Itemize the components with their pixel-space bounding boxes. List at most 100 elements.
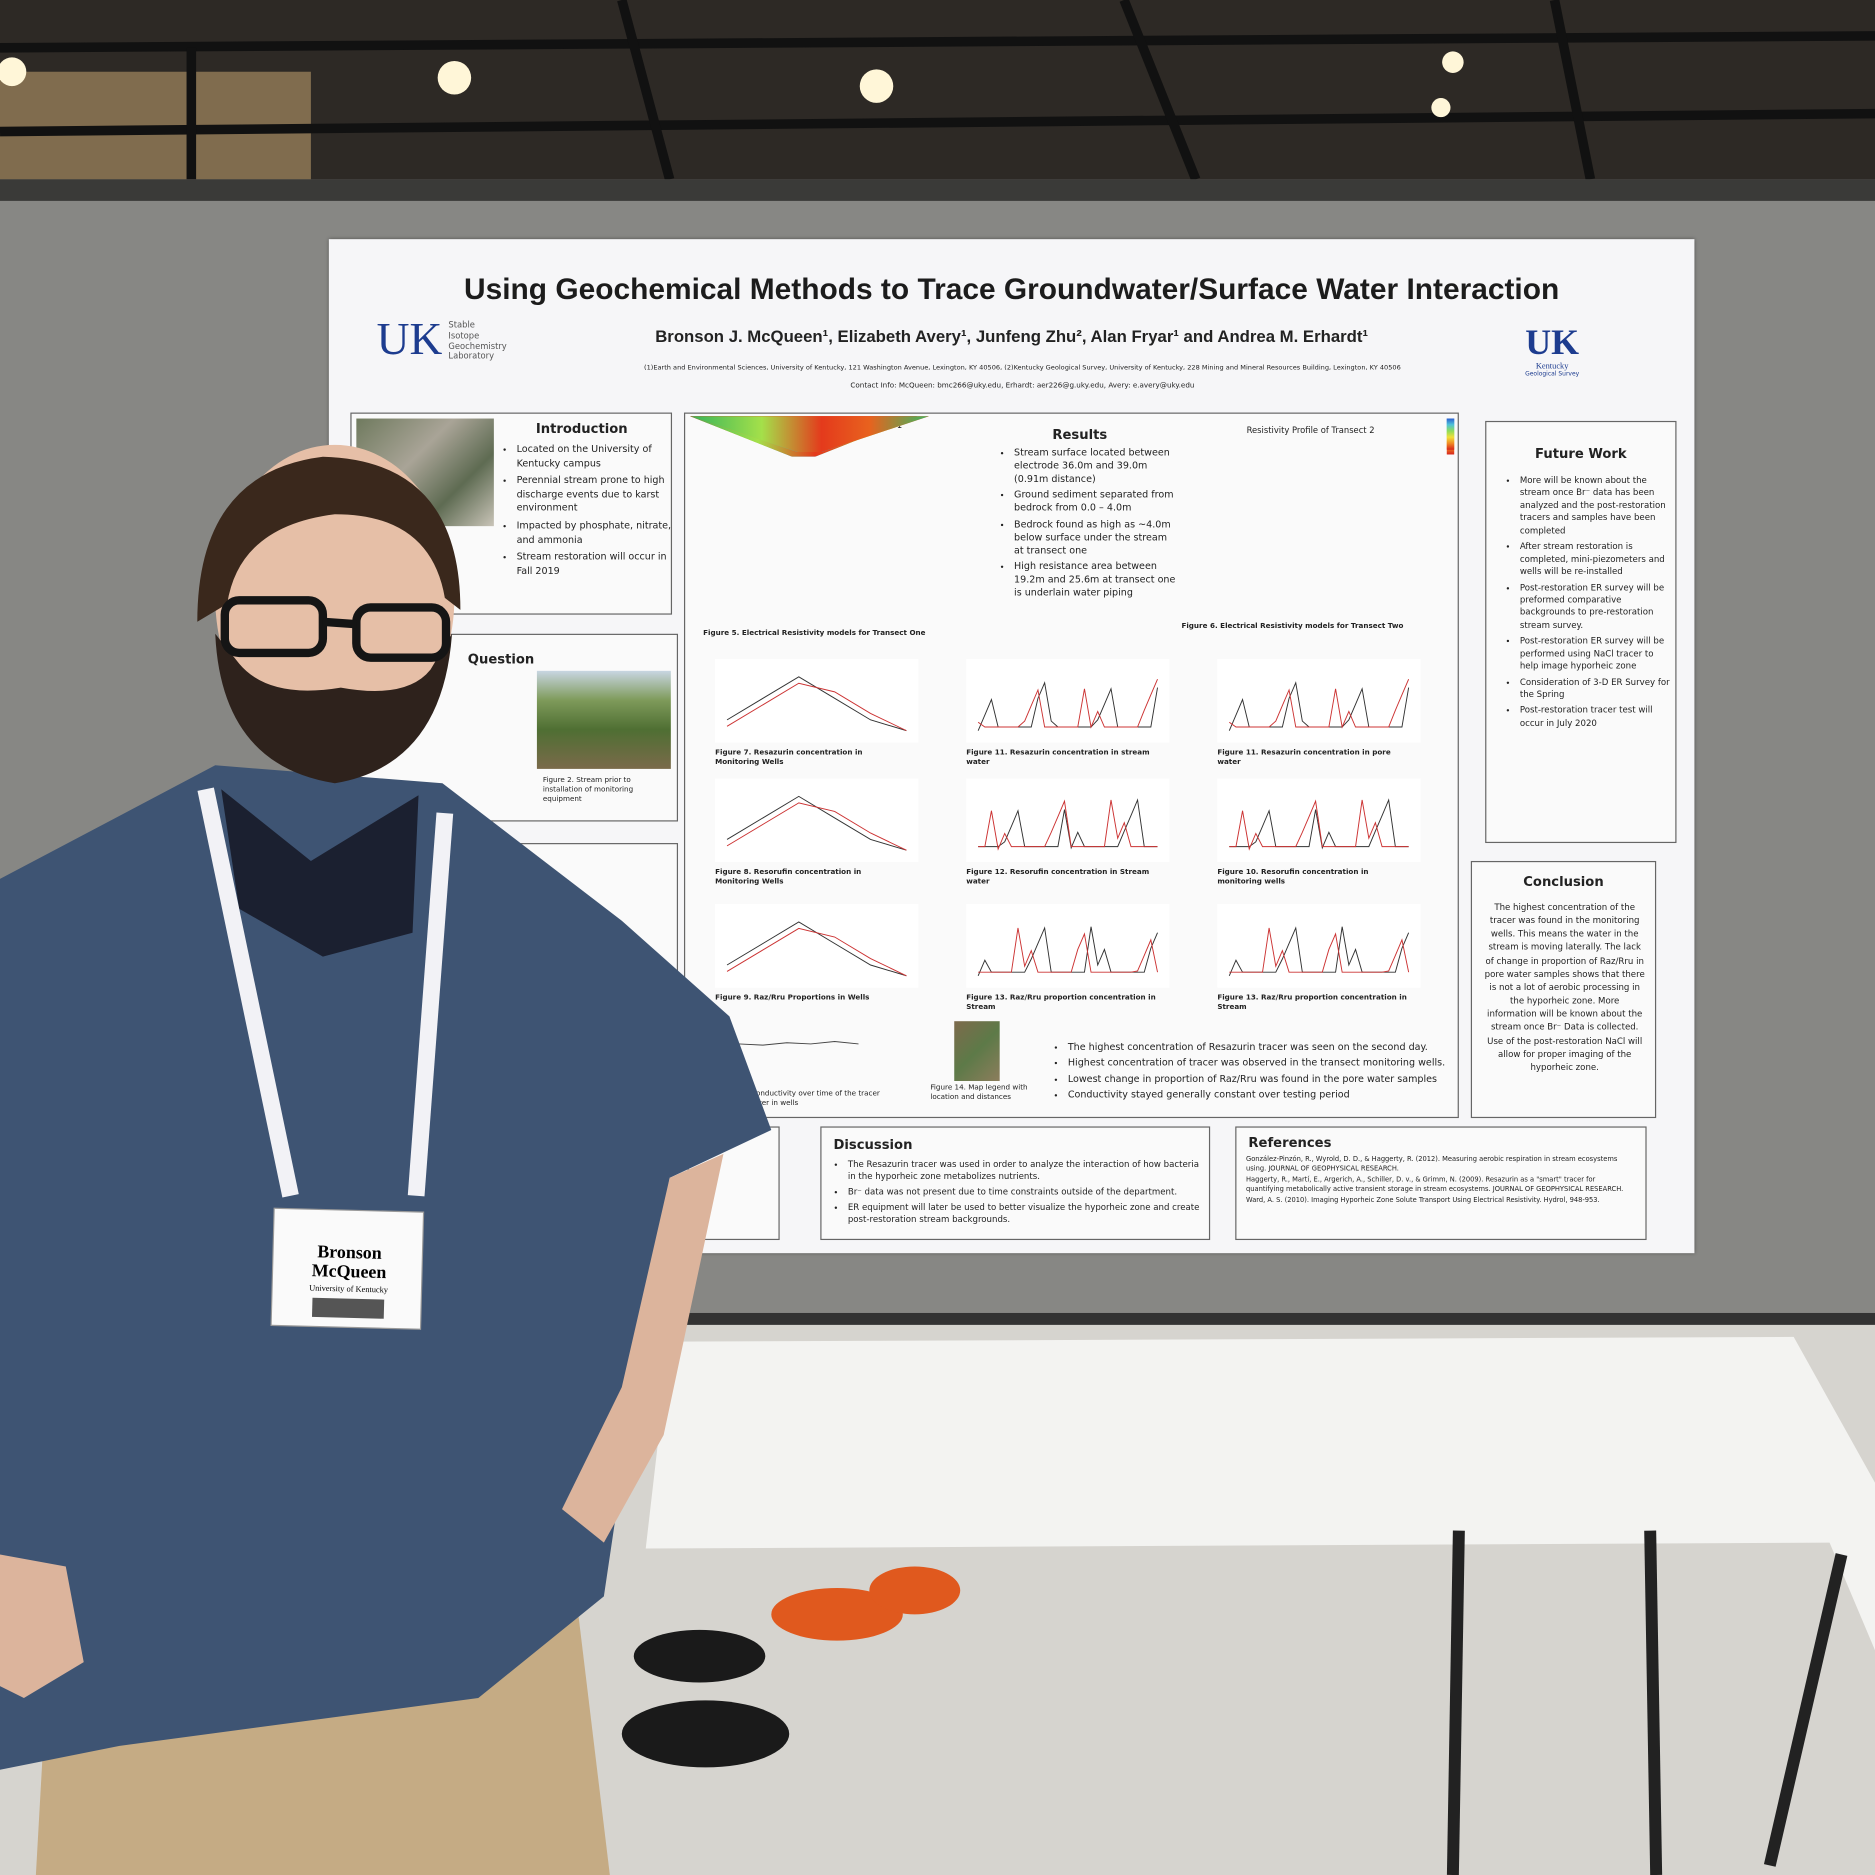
badge-last: McQueen xyxy=(311,1260,386,1282)
discussion-bullets: The Resazurin tracer was used in order t… xyxy=(836,1159,1201,1230)
logo-right: UK Kentucky Geological Survey xyxy=(1522,325,1582,378)
poster: Using Geochemical Methods to Trace Groun… xyxy=(328,239,1695,1254)
conductivity-caption: Conductivity over time of the tracer div… xyxy=(750,1089,880,1108)
line-chart xyxy=(1217,778,1421,863)
line-chart xyxy=(966,658,1170,743)
map-image xyxy=(954,1021,1000,1081)
lab-word: Laboratory xyxy=(448,351,495,362)
chart-line xyxy=(978,798,1158,850)
figure-caption: Figure 11. Resazurin concentration in st… xyxy=(966,748,1150,767)
line-chart xyxy=(1217,658,1421,743)
discussion-heading: Discussion xyxy=(833,1137,913,1153)
figure-caption: Figure 13. Raz/Rru proportion concentrat… xyxy=(1217,993,1407,1012)
chart-line xyxy=(726,802,907,851)
discussion-box: Discussion The Resazurin tracer was used… xyxy=(820,1126,1211,1241)
figure-caption: Figure 10. Resorufin concentration in mo… xyxy=(1217,868,1369,886)
chart-line xyxy=(977,679,1158,729)
chart-line xyxy=(726,682,907,732)
conclusion-box: Conclusion The highest concentration of … xyxy=(1470,860,1657,1119)
forearm xyxy=(562,1153,724,1543)
bullet: Highest concentration of tracer was obse… xyxy=(1068,1058,1463,1070)
chart-line xyxy=(978,799,1158,851)
figure-caption: Figure 7. Resazurin concentration in Mon… xyxy=(715,748,863,767)
hair xyxy=(197,456,461,622)
profile-caption: Figure 5. Electrical Resistivity models … xyxy=(703,628,926,638)
profile-title: Resistivity Profile of Transect 2 xyxy=(1246,425,1375,436)
bullet: Consideration of 3-D ER Survey for the S… xyxy=(1520,676,1673,701)
bullet: Post-restoration ER survey will be prefo… xyxy=(1520,582,1673,632)
chart-line xyxy=(1229,799,1409,851)
figure-caption: Figure 9. Raz/Rru Proportions in Wells xyxy=(715,993,870,1003)
bullet: The highest concentration of Resazurin t… xyxy=(1068,1042,1463,1054)
bullet: Stream restoration will occur in Fall 20… xyxy=(517,550,675,578)
bullet: ER equipment will later be used to bette… xyxy=(848,1202,1201,1226)
line-chart xyxy=(966,778,1170,863)
trusses xyxy=(0,0,1875,182)
chart-line xyxy=(726,927,907,977)
table-cloth xyxy=(645,1336,1875,1651)
bullet: Conductivity stayed generally constant o… xyxy=(1068,1090,1463,1102)
future-work-box: Future Work More will be known about the… xyxy=(1485,420,1677,844)
bullet: More will be known about the stream once… xyxy=(1520,475,1673,537)
bullet: Post-restoration ER survey will be perfo… xyxy=(1520,635,1673,672)
badge-barcode xyxy=(311,1297,385,1319)
bullet: Perennial stream prone to high discharge… xyxy=(517,474,675,516)
bullet: Post-restoration tracer test will occur … xyxy=(1520,705,1673,730)
lab-word: Stable xyxy=(448,320,475,331)
figure-caption: Figure 12. Resorufin concentration in St… xyxy=(966,868,1150,886)
results-heading: Results xyxy=(1052,426,1108,443)
future-work-heading: Future Work xyxy=(1535,446,1627,462)
figure-caption: Figure 8. Resorufin concentration in Mon… xyxy=(715,868,862,886)
lab-word: Geochemistry xyxy=(448,341,507,351)
reference: Ward, A. S. (2010). Imaging Hyporheic Zo… xyxy=(1246,1197,1600,1205)
wall-frame xyxy=(0,179,1875,201)
lanyard xyxy=(197,787,454,1198)
question-caption: Figure 2. Stream prior to installation o… xyxy=(542,776,634,804)
conclusion-text: The highest concentration of the tracer … xyxy=(1484,901,1645,1073)
results-bullets: Stream surface located between electrode… xyxy=(1002,447,1175,603)
lab-word: Isotope xyxy=(448,330,480,341)
line-chart xyxy=(715,658,919,743)
logo-right-mark: UK xyxy=(1525,322,1580,363)
reference: Haggerty, R., Martí, E., Argerich, A., S… xyxy=(1246,1176,1624,1193)
table-legs xyxy=(1446,1530,1848,1875)
color-scale xyxy=(1446,418,1455,450)
figure-caption: Figure 11. Resazurin concentration in po… xyxy=(1217,748,1391,767)
shoes xyxy=(621,1566,961,1768)
chart-line xyxy=(1229,927,1410,973)
undershirt xyxy=(221,789,419,957)
badge-first: Bronson xyxy=(317,1241,382,1263)
results-box: Resistivity Profile of Transect 1 Resist… xyxy=(683,412,1459,1119)
future-work-bullets: More will be known about the stream once… xyxy=(1508,475,1673,734)
lights xyxy=(0,51,1464,118)
bullet: The Resazurin tracer was used in order t… xyxy=(848,1159,1201,1183)
line-chart xyxy=(966,904,1170,988)
line-chart xyxy=(1217,904,1421,988)
bullet: Impacted by phosphate, nitrate, and ammo… xyxy=(517,519,675,547)
badge-card xyxy=(270,1207,425,1330)
badge-org: University of Kentucky xyxy=(309,1283,389,1294)
reference: González-Pinzón, R., Wyrold, D. D., & Ha… xyxy=(1246,1156,1618,1173)
bullet: Stream surface located between electrode… xyxy=(1014,447,1175,486)
bullet: Br⁻ data was not present due to time con… xyxy=(848,1186,1201,1198)
references-heading: References xyxy=(1248,1134,1332,1151)
results-summary: The highest concentration of Resazurin t… xyxy=(1056,1042,1463,1106)
chart-line xyxy=(1229,798,1409,850)
figure-caption: Figure 13. Raz/Rru proportion concentrat… xyxy=(966,993,1156,1012)
bullet: Located on the University of Kentucky ca… xyxy=(517,442,675,470)
stream-photo xyxy=(536,670,671,769)
chart-line xyxy=(1228,679,1410,729)
bullet: Bedrock found as high as ~4.0m below sur… xyxy=(1014,519,1175,558)
introduction-heading: Introduction xyxy=(535,420,628,437)
conclusion-heading: Conclusion xyxy=(1523,874,1604,890)
map-caption: Figure 14. Map legend with location and … xyxy=(930,1083,1028,1102)
badge: Bronson McQueen University of Kentucky xyxy=(270,1207,425,1330)
line-chart xyxy=(715,778,919,863)
question-heading: Question xyxy=(467,651,535,668)
logo-left: UK xyxy=(376,314,443,365)
bullet: High resistance area between 19.2m and 2… xyxy=(1014,561,1175,600)
poster-title: Using Geochemical Methods to Trace Groun… xyxy=(463,272,1560,307)
glasses xyxy=(220,596,451,662)
profile-caption: Figure 6. Electrical Resistivity models … xyxy=(1181,621,1404,631)
